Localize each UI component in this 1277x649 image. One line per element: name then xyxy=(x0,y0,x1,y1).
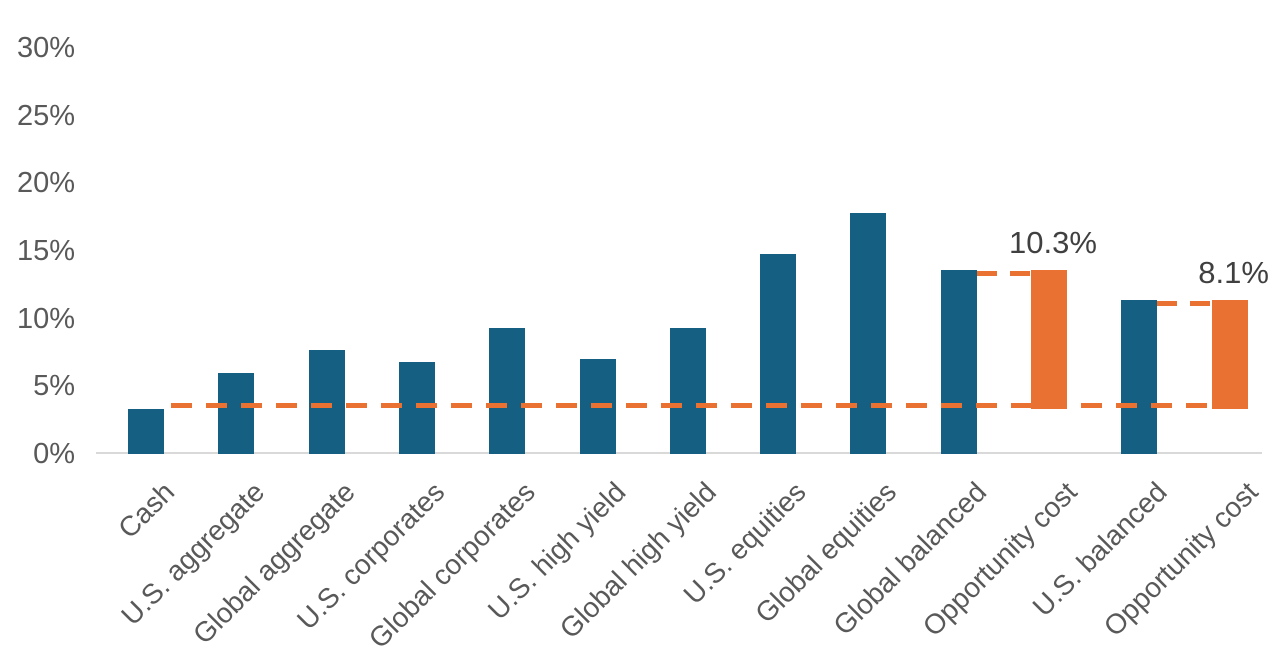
y-axis-tick-label: 5% xyxy=(33,370,75,403)
x-axis-category-label: Global aggregate xyxy=(186,476,361,649)
y-axis-tick-label: 0% xyxy=(33,438,75,470)
y-axis-tick-label: 25% xyxy=(16,99,75,132)
asset-return-bar xyxy=(218,372,255,454)
x-axis-category-label: Cash xyxy=(111,476,180,545)
x-axis-category-label: Global corporates xyxy=(362,476,542,649)
y-axis-tick-label: 10% xyxy=(16,302,75,335)
asset-return-bar xyxy=(669,328,706,454)
bar-data-label: 8.1% xyxy=(1198,254,1269,290)
x-axis-category-label: Global balanced xyxy=(827,476,993,642)
bar-data-label: 10.3% xyxy=(1009,224,1097,260)
asset-return-bar xyxy=(760,253,797,454)
asset-return-bar xyxy=(1121,299,1158,454)
opportunity-connector-dashed-line xyxy=(976,270,1031,276)
asset-return-bar xyxy=(489,328,526,454)
asset-return-bar xyxy=(850,213,887,454)
x-axis-category-label: Opportunity cost xyxy=(916,476,1083,643)
asset-return-bar xyxy=(308,349,345,454)
opportunity-cost-bar xyxy=(1031,269,1067,410)
asset-return-bar xyxy=(940,269,977,454)
y-axis-tick-label: 30% xyxy=(16,32,75,65)
cash-reference-dashed-line xyxy=(171,403,1212,409)
y-axis-tick-label: 15% xyxy=(16,235,75,268)
opportunity-connector-dashed-line xyxy=(1157,300,1212,306)
x-axis-category-label: Global high yield xyxy=(553,476,722,645)
x-axis-category-label: Opportunity cost xyxy=(1097,476,1264,643)
opportunity-cost-bar xyxy=(1211,299,1248,410)
asset-return-bar xyxy=(128,409,164,454)
y-axis-tick-label: 20% xyxy=(16,167,75,200)
